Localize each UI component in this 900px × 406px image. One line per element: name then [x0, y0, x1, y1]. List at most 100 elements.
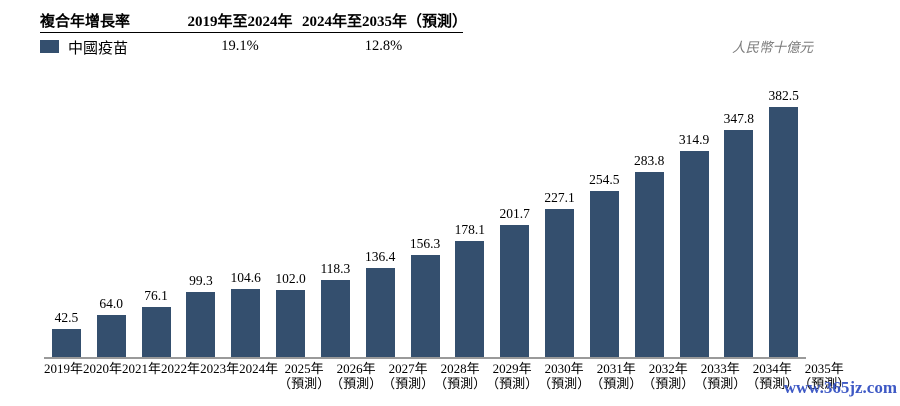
x-tick-forecast-note: （預測） [694, 375, 747, 391]
x-tick-label: 2035年 （預測） [798, 361, 851, 391]
x-tick-label: 2023年 [200, 361, 240, 391]
x-tick-year: 2023年 [200, 361, 240, 376]
x-tick-forecast-note: （預測） [382, 375, 435, 391]
watermark-text: www.365jz.com [783, 378, 897, 397]
bar [141, 307, 171, 357]
bar [320, 280, 350, 357]
bar-group: 201.7 [492, 86, 537, 357]
legend-color-swatch [40, 40, 59, 53]
x-tick-year: 2035年 [804, 361, 844, 376]
bar-value-label: 314.9 [678, 132, 710, 147]
bar-value-label: 178.1 [454, 222, 486, 237]
x-tick-label: 2020年 [83, 361, 123, 391]
x-tick-label: 2026年 （預測） [330, 361, 383, 391]
bar-value-label: 283.8 [633, 153, 665, 168]
x-tick-label: 2024年 [239, 361, 278, 391]
x-tick-year: 2029年 [492, 361, 532, 376]
bar-value-label: 76.1 [144, 288, 168, 303]
bar-group: 104.6 [223, 86, 268, 357]
x-tick-forecast-note: （預測） [486, 375, 539, 391]
bar [365, 268, 395, 357]
bar-group: 314.9 [672, 86, 717, 357]
x-tick-year: 2034年 [752, 361, 792, 376]
unit-label: 人民幣十億元 [732, 40, 813, 55]
bar-value-label: 156.3 [409, 236, 441, 251]
x-tick-forecast-note: （預測） [746, 375, 799, 391]
x-tick-forecast-note: （預測） [330, 375, 383, 391]
bar-group: 76.1 [134, 86, 179, 357]
bar-value-label: 102.0 [275, 271, 306, 286]
bar-value-label: 118.3 [320, 261, 351, 276]
x-tick-year: 2030年 [544, 361, 584, 376]
bar [276, 290, 306, 357]
x-tick-forecast-note: （預測） [434, 375, 487, 391]
x-tick-year: 2020年 [83, 361, 123, 376]
x-tick-year: 2031年 [596, 361, 636, 376]
x-tick-label: 2021年 [122, 361, 162, 391]
x-tick-forecast-note: （預測） [590, 375, 643, 391]
x-tick-year: 2032年 [648, 361, 688, 376]
bar-value-label: 382.5 [768, 88, 799, 103]
bar-group: 283.8 [627, 86, 672, 357]
bar [51, 329, 81, 357]
bar-group: 99.3 [178, 86, 223, 357]
x-tick-forecast-note: （預測） [798, 375, 851, 391]
bar [679, 151, 709, 357]
bar-group: 118.3 [313, 86, 358, 357]
bar-group: 227.1 [537, 86, 582, 357]
bar [634, 172, 664, 357]
x-tick-label: 2029年 （預測） [486, 361, 539, 391]
bar-group: 136.4 [358, 86, 403, 357]
bar [231, 289, 261, 357]
bar [96, 315, 126, 357]
x-tick-label: 2022年 [161, 361, 201, 391]
x-tick-year: 2025年 [284, 361, 324, 376]
bar-group: 254.5 [582, 86, 627, 357]
bar-chart: 42.5 64.0 76.1 99.3 104.6 102.0 118.3 136.4 156.… [44, 86, 806, 357]
cagr-period1-header: 2019年至2024年 [187, 14, 293, 30]
x-axis-labels: 2019年 2020年 2021年 2022年 2023年 2024年 2025年 （預測） 2… [44, 361, 850, 391]
bar-group: 102.0 [268, 86, 313, 357]
bar-group: 156.3 [403, 86, 448, 357]
x-tick-label: 2033年 （預測） [694, 361, 747, 391]
x-tick-label: 2025年 （預測） [278, 361, 331, 391]
bar-group: 347.8 [716, 86, 761, 357]
bar [769, 107, 799, 357]
bar-group: 64.0 [89, 86, 134, 357]
x-tick-label: 2028年 （預測） [434, 361, 487, 391]
bar-value-label: 227.1 [544, 190, 575, 205]
x-tick-forecast-note: （預測） [642, 375, 695, 391]
header-divider [40, 32, 463, 33]
bar-value-label: 201.7 [499, 206, 530, 221]
x-tick-label: 2027年 （預測） [382, 361, 435, 391]
bar [545, 209, 575, 357]
x-tick-year: 2033年 [700, 361, 740, 376]
bar-group: 42.5 [44, 86, 89, 357]
bar-group: 178.1 [447, 86, 492, 357]
bar [186, 292, 216, 357]
bar-value-label: 42.5 [54, 310, 79, 325]
x-tick-label: 2019年 [44, 361, 84, 391]
legend-series-label: 中國疫苗 [68, 41, 129, 57]
bar-value-label: 104.6 [230, 270, 261, 285]
bar [724, 130, 754, 357]
cagr-period2-value: 12.8% [364, 38, 403, 54]
x-tick-forecast-note: （預測） [278, 375, 331, 391]
x-tick-year: 2027年 [388, 361, 428, 376]
bar-group: 382.5 [761, 86, 806, 357]
x-tick-year: 2021年 [122, 361, 162, 376]
x-tick-label: 2031年 （預測） [590, 361, 643, 391]
bar-value-label: 99.3 [189, 273, 213, 288]
cagr-period1-value: 19.1% [221, 38, 259, 54]
x-tick-label: 2034年 （預測） [746, 361, 799, 391]
x-tick-year: 2019年 [44, 361, 84, 376]
x-tick-forecast-note: （預測） [538, 375, 591, 391]
bar-value-label: 254.5 [589, 172, 620, 187]
bar [500, 225, 530, 357]
bar [410, 255, 440, 357]
x-tick-label: 2030年 （預測） [538, 361, 591, 391]
cagr-period2-header: 2024年至2035年（預測） [302, 14, 468, 30]
x-tick-label: 2032年 （預測） [642, 361, 695, 391]
x-tick-year: 2022年 [161, 361, 201, 376]
bar-value-label: 136.4 [365, 249, 396, 264]
